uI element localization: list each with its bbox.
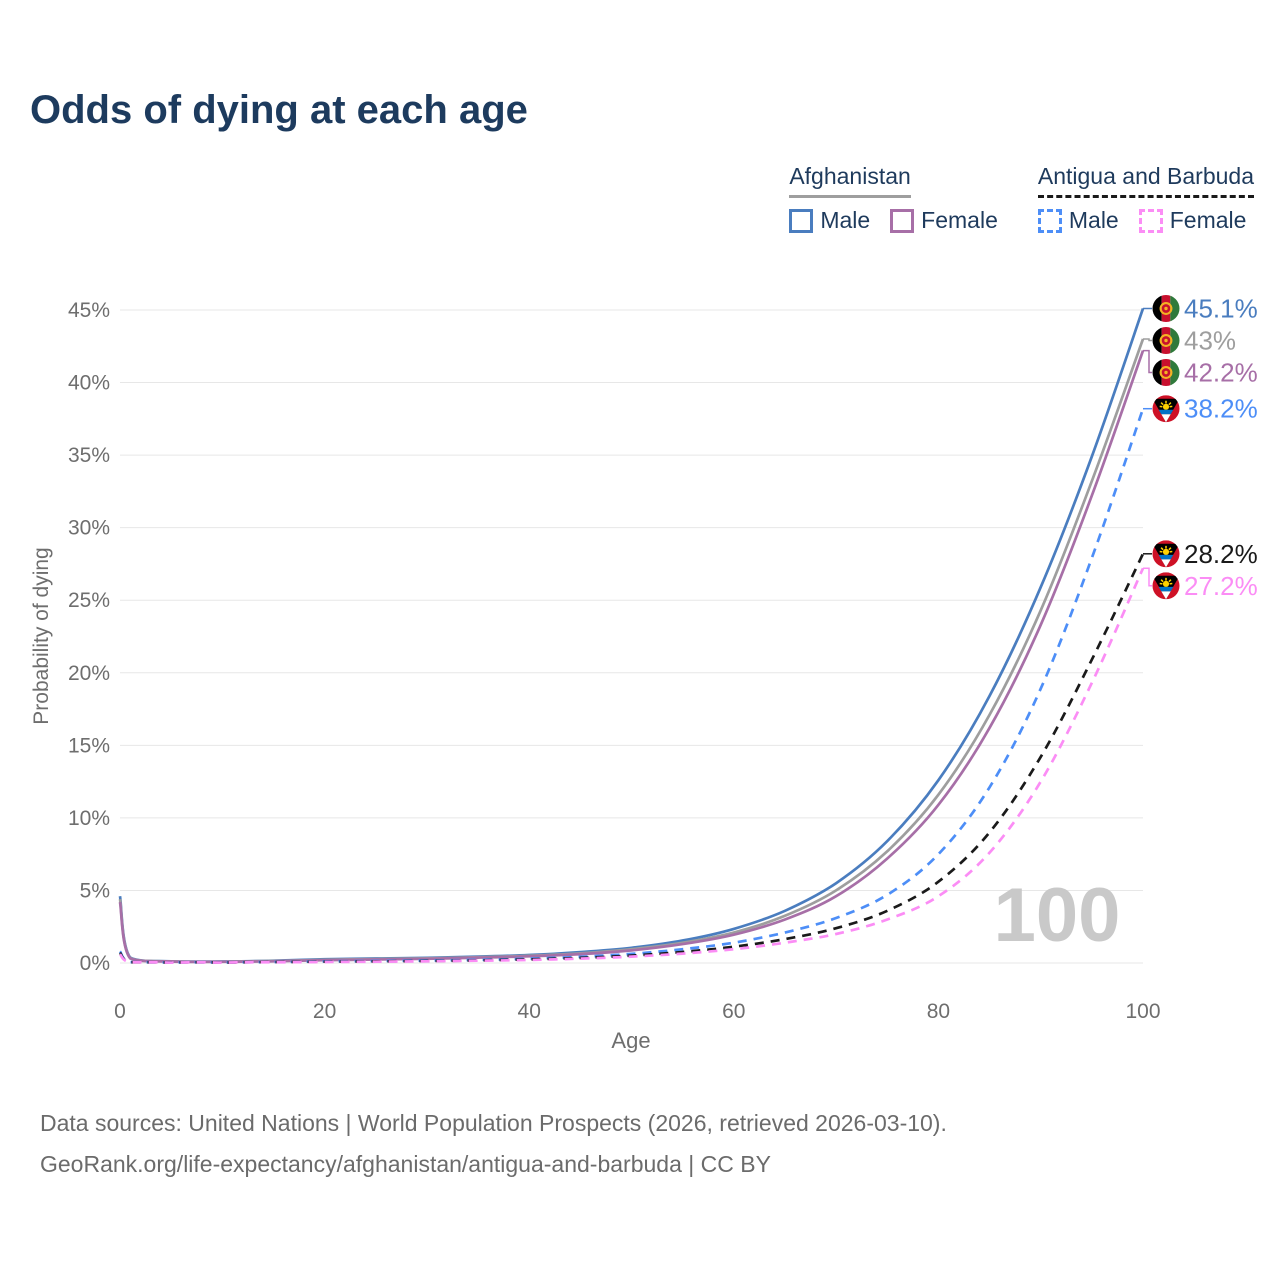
y-tick-label: 40%: [68, 372, 110, 395]
afghanistan-flag-icon: [1153, 327, 1180, 354]
end-value-antigua-and-barbuda-male: 38.2%: [1184, 394, 1258, 424]
legend-items-afghanistan: Male Female: [789, 207, 998, 234]
legend-items-antigua-and-barbuda: Male Female: [1037, 207, 1254, 234]
end-value-afghanistan-combined: 43%: [1184, 326, 1236, 356]
afghanistan-flag-icon: [1153, 359, 1180, 386]
x-axis-title: Age: [611, 1028, 650, 1053]
end-label-flags: [1153, 295, 1180, 599]
line-antigua-and-barbuda-male[interactable]: [118, 408, 1145, 964]
end-label-connector: [1143, 349, 1152, 374]
y-tick-label: 20%: [68, 662, 110, 685]
data-sources-line: Data sources: United Nations | World Pop…: [40, 1110, 947, 1136]
end-label-connector: [1143, 338, 1152, 342]
legend-item-label: Male: [820, 207, 871, 233]
legend-item-label: Female: [1169, 207, 1247, 233]
x-tick-label: 20: [313, 1000, 336, 1023]
x-tick-label: 60: [722, 1000, 745, 1023]
series-lines: [118, 308, 1145, 965]
y-tick-label: 15%: [68, 734, 110, 757]
legend-item-label: Female: [921, 207, 998, 233]
end-value-afghanistan-female: 42.2%: [1184, 358, 1258, 388]
y-tick-label: 5%: [80, 879, 110, 902]
y-axis-tick-labels: 0% 5% 10% 15% 20% 25% 30% 35% 40% 45%: [68, 299, 110, 975]
line-antigua-and-barbuda-female[interactable]: [118, 567, 1145, 965]
gridlines: [120, 309, 1143, 964]
end-label-values: 45.1%43%42.2% 38.2% 28.2%27.2%: [1184, 294, 1258, 601]
line-afghanistan-combined[interactable]: [118, 338, 1145, 964]
antigua-and-barbuda-flag-icon: [1153, 572, 1180, 599]
antigua-and-barbuda-flag-icon: [1153, 540, 1180, 567]
x-tick-label: 80: [927, 1000, 950, 1023]
x-tick-label: 40: [518, 1000, 541, 1023]
line-afghanistan-male[interactable]: [118, 308, 1145, 964]
page-title: Odds of dying at each age: [30, 88, 528, 132]
source-url-line[interactable]: GeoRank.org/life-expectancy/afghanistan/…: [40, 1151, 771, 1177]
age-watermark: 100: [994, 873, 1121, 958]
afghanistan-flag-icon: [1153, 295, 1180, 322]
end-label-connectors: [1143, 307, 1152, 587]
end-value-afghanistan-male: 45.1%: [1184, 294, 1258, 324]
male-line-swatch: [1037, 208, 1062, 233]
legend-group-antigua-and-barbuda: Antigua and Barbuda Male Female: [1037, 163, 1254, 234]
legend-group-afghanistan: Afghanistan Male Female: [789, 163, 998, 234]
y-axis-title: Probability of dying: [30, 547, 53, 724]
y-tick-label: 10%: [68, 807, 110, 830]
y-tick-label: 35%: [68, 444, 110, 467]
line-afghanistan-female[interactable]: [118, 350, 1145, 964]
x-tick-label: 0: [114, 1000, 126, 1023]
legend-country-afghanistan[interactable]: Afghanistan: [789, 163, 911, 198]
legend-item-afghanistan-female[interactable]: Female: [890, 207, 998, 234]
female-line-swatch: [890, 208, 915, 233]
legend: Afghanistan Male Female Antigua and Barb…: [789, 163, 1254, 234]
x-tick-label: 100: [1125, 1000, 1160, 1023]
y-tick-label: 45%: [68, 299, 110, 322]
y-tick-label: 25%: [68, 589, 110, 612]
antigua-and-barbuda-flag-icon: [1153, 395, 1180, 422]
line-antigua-and-barbuda-combined[interactable]: [118, 553, 1145, 964]
footer: Data sources: United Nations | World Pop…: [40, 1103, 947, 1185]
female-line-swatch: [1138, 208, 1163, 233]
legend-item-antigua-and-barbuda-male[interactable]: Male: [1037, 207, 1119, 234]
end-value-antigua-and-barbuda-female: 27.2%: [1184, 571, 1258, 601]
legend-item-afghanistan-male[interactable]: Male: [789, 207, 870, 234]
end-label-connector: [1143, 567, 1152, 587]
legend-country-antigua-and-barbuda[interactable]: Antigua and Barbuda: [1037, 163, 1254, 198]
legend-item-label: Male: [1068, 207, 1119, 233]
legend-item-antigua-and-barbuda-female[interactable]: Female: [1138, 207, 1247, 234]
end-value-antigua-and-barbuda-combined: 28.2%: [1184, 539, 1258, 569]
x-axis-tick-labels: 0 20 40 60 80 100: [114, 1000, 1160, 1023]
male-line-swatch: [789, 208, 814, 233]
y-tick-label: 0%: [80, 952, 110, 975]
y-tick-label: 30%: [68, 517, 110, 540]
